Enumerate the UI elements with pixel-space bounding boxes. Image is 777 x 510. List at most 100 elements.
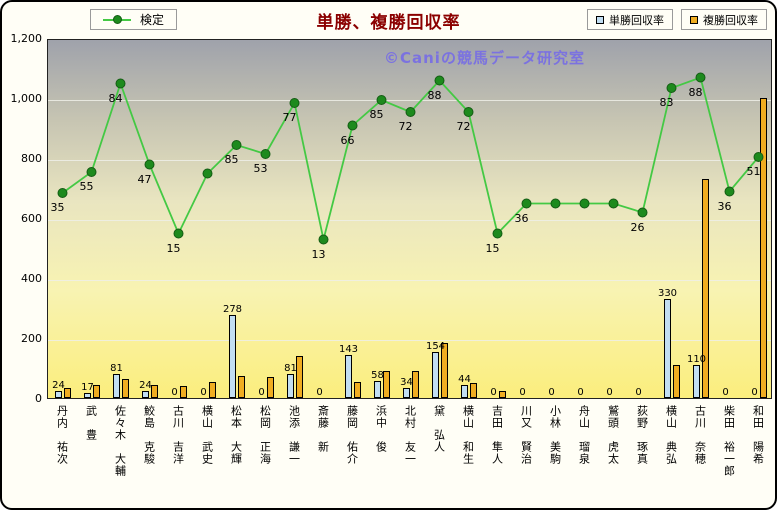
x-axis-label: 川又 賢治 <box>517 405 535 507</box>
legend-kentei: 検定 <box>90 9 178 30</box>
bar-value-label: 0 <box>171 387 178 398</box>
x-axis-label-text: 松本 大輝 <box>229 405 243 465</box>
bar-value-label: 0 <box>316 387 323 398</box>
bar-fukusho <box>469 383 477 398</box>
x-axis-label: 横山 典弘 <box>662 405 680 507</box>
line-point <box>405 107 416 117</box>
bar-value-label: 154 <box>425 340 446 352</box>
x-axis-label-text: 川又 賢治 <box>519 405 533 465</box>
x-axis-label-text: 柴田 裕一郎 <box>722 405 736 477</box>
line-point-label: 88 <box>688 85 703 99</box>
bar-value-label: 44 <box>458 373 471 385</box>
line-point <box>86 167 97 177</box>
line-dot-icon <box>113 14 122 24</box>
line-point <box>202 168 213 179</box>
line-point <box>173 228 184 239</box>
line-point <box>231 140 242 150</box>
x-axis-label: 武 豊 <box>82 405 100 507</box>
bar-fukusho <box>672 365 680 398</box>
x-axis-label-text: 横山 和生 <box>461 405 475 465</box>
line-point-label: 85 <box>224 153 239 166</box>
x-axis-label-text: 横山 典弘 <box>664 405 678 465</box>
bar-fukusho <box>295 356 303 398</box>
x-axis-label-text: 吉田 隼人 <box>490 405 504 465</box>
x-axis-label-text: 斎藤 新 <box>316 405 330 453</box>
bar-value-label: 17 <box>81 381 94 393</box>
bar-value-label: 330 <box>657 288 678 299</box>
bar-value-label: 0 <box>258 387 265 398</box>
x-axis-label: 舟山 瑠泉 <box>575 405 593 507</box>
bar-value-label: 278 <box>222 303 243 315</box>
bar-value-label: 0 <box>548 387 555 398</box>
tansho-swatch-icon <box>596 15 604 24</box>
x-axis-label: 丹内 祐次 <box>53 405 71 507</box>
x-axis-label-text: 小林 美駒 <box>548 405 562 465</box>
chart-title: 単勝、複勝回収率 <box>316 13 461 33</box>
x-axis-label: 佐々木 大輔 <box>111 405 129 507</box>
x-axis-label: 古川 奈穂 <box>691 405 709 507</box>
y-axis-label: 400 <box>21 272 42 285</box>
y-axis-label: 1,000 <box>10 92 43 105</box>
bar-value-label: 0 <box>751 387 758 398</box>
x-axis-label: 浜中 俊 <box>372 405 390 507</box>
line-point <box>521 198 532 209</box>
x-axis-label-text: 池添 謙一 <box>287 405 301 465</box>
bar-fukusho <box>498 390 506 398</box>
y-axis-label: 0 <box>35 392 42 405</box>
line-point-label: 36 <box>717 199 732 213</box>
bar-value-label: 0 <box>200 387 207 398</box>
legend-tansho: 単勝回収率 <box>587 9 673 30</box>
line-point-label: 55 <box>79 180 94 193</box>
bar-fukusho <box>411 371 419 398</box>
bar-fukusho <box>353 381 361 398</box>
line-point <box>724 186 735 197</box>
bar-value-label: 34 <box>400 376 413 388</box>
bar-fukusho <box>92 384 100 398</box>
x-axis-label: 横山 武史 <box>198 405 216 507</box>
legend-tansho-label: 単勝回収率 <box>609 13 664 27</box>
line-point <box>347 120 358 131</box>
watermark: ©Caniの競馬データ研究室 <box>384 49 585 67</box>
bar-tansho <box>228 314 236 398</box>
bar-value-label: 110 <box>686 354 707 365</box>
line-point-label: 72 <box>398 120 413 133</box>
bar-tansho <box>460 384 468 398</box>
fukusho-swatch-icon <box>690 15 698 24</box>
bar-tansho <box>344 355 352 398</box>
line-point-label: 35 <box>50 201 65 214</box>
x-axis-label-text: 黛 弘人 <box>432 405 446 453</box>
legend-kentei-label: 検定 <box>140 13 165 27</box>
bar-tansho <box>286 373 294 398</box>
line-point <box>115 78 126 89</box>
line-point-label: 84 <box>108 91 123 105</box>
x-axis-label: 荻野 琢真 <box>633 405 651 507</box>
x-axis-label-text: 荻野 琢真 <box>635 405 649 465</box>
bar-fukusho <box>208 381 216 398</box>
x-axis-label-text: 武 豊 <box>84 405 98 441</box>
line-point-label: 36 <box>514 211 529 225</box>
x-axis-label: 小林 美駒 <box>546 405 564 507</box>
bar-fukusho <box>701 179 709 398</box>
x-axis-label: 藤岡 佑介 <box>343 405 361 507</box>
x-axis-label-text: 丹内 祐次 <box>55 405 69 465</box>
line-point-label: 53 <box>253 162 268 175</box>
line-marker-icon <box>103 14 131 25</box>
bar-tansho <box>663 299 671 398</box>
bar-tansho <box>112 373 120 398</box>
x-axis-label-text: 古川 奈穂 <box>693 405 707 465</box>
line-point-label: 51 <box>746 165 761 178</box>
bar-value-label: 0 <box>606 387 613 398</box>
x-axis-label-text: 佐々木 大輔 <box>113 405 127 477</box>
y-axis-label: 200 <box>21 332 42 345</box>
x-axis-label: 松岡 正海 <box>256 405 274 507</box>
line-point-label: 83 <box>659 96 674 109</box>
x-axis-label-text: 浜中 俊 <box>374 405 388 453</box>
line-point <box>637 207 648 218</box>
x-axis-label: 鮫島 克駿 <box>140 405 158 507</box>
line-point <box>492 228 503 239</box>
line-point <box>260 149 271 159</box>
line-point <box>608 198 619 209</box>
bar-value-label: 0 <box>577 387 584 398</box>
bar-tansho <box>692 365 700 398</box>
line-point-label: 13 <box>311 247 326 261</box>
